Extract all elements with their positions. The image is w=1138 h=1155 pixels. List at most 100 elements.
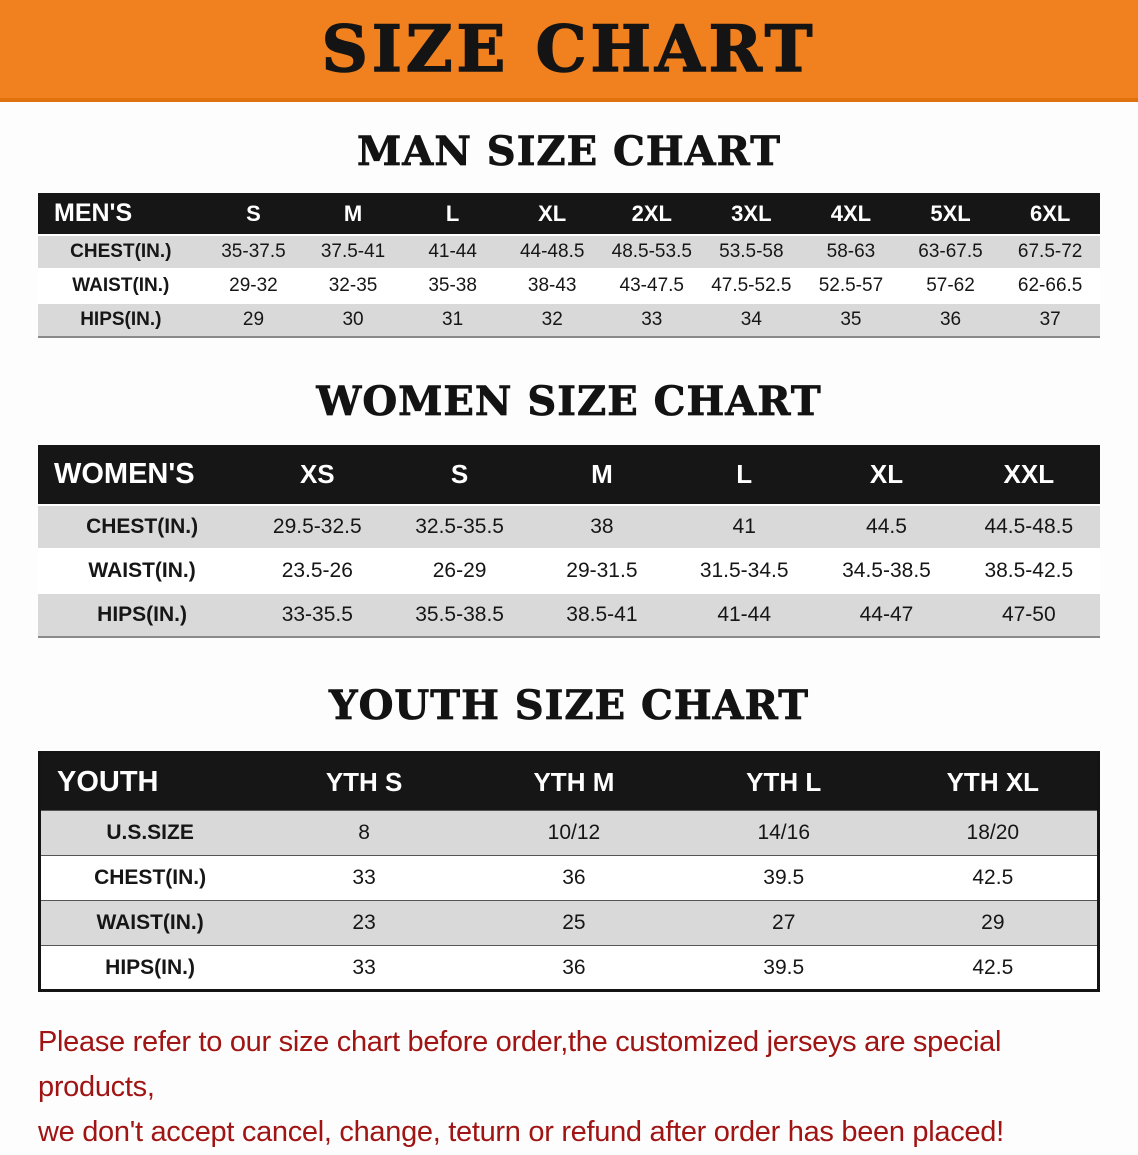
youth-size-chart-section: YOUTH SIZE CHART YOUTH YTH S YTH M YTH L YTH…: [0, 682, 1138, 992]
men-size-table: MEN'S S M L XL 2XL 3XL 4XL 5XL 6XL CHEST(IN.) 35-37…: [38, 193, 1100, 338]
row-label: WAIST(IN.): [72, 275, 170, 296]
size-value-cell: 44.5-48.5: [984, 515, 1074, 538]
size-value-cell: 53.5-58: [719, 241, 784, 262]
size-value-cell: 34.5-38.5: [842, 559, 931, 582]
size-value-cell: 36: [562, 955, 586, 979]
measurement-row: HIPS(IN.) 33-35.5 35.5-38.5 38.5-41 41-44 44-…: [38, 593, 1100, 637]
size-value-cell: 52.5-57: [818, 275, 884, 296]
size-value-cell: 39.5: [763, 866, 805, 889]
women-size-chart-section: WOMEN SIZE CHART WOMEN'S XS S M L XL XXL CHEST(…: [0, 378, 1138, 638]
row-label: WAIST(IN.): [88, 559, 196, 582]
measurement-row: HIPS(IN.) 29 30 31 32 33 34 35 36 37: [38, 303, 1100, 337]
table-title-cell: MEN'S: [38, 193, 204, 235]
size-value-cell: 10/12: [547, 821, 601, 844]
measurement-row: WAIST(IN.) 29-32 32-35 35-38 38-43 43-47.5 47.…: [38, 269, 1100, 303]
women-size-table: WOMEN'S XS S M L XL XXL CHEST(IN.) 29.5-32.5 32.5…: [38, 445, 1100, 638]
size-value-cell: 35-37.5: [221, 241, 286, 262]
measurement-row: CHEST(IN.) 29.5-32.5 32.5-35.5 38 41 44.5 44.5…: [38, 505, 1100, 549]
size-header-row: MEN'S S M L XL 2XL 3XL 4XL 5XL 6XL: [38, 193, 1100, 235]
size-value-cell: 35-38: [428, 275, 477, 296]
table-title-cell: YOUTH: [39, 752, 260, 811]
size-column-header: YTH XL: [888, 752, 1099, 811]
size-column-header: L: [673, 445, 816, 505]
size-value-cell: 31: [442, 309, 464, 330]
women-section-heading: WOMEN SIZE CHART: [316, 378, 822, 426]
size-value-cell: 39.5: [763, 955, 805, 979]
size-column-header: S: [203, 193, 304, 235]
size-header-row: WOMEN'S XS S M L XL XXL: [38, 445, 1100, 505]
men-section-heading: MAN SIZE CHART: [357, 128, 781, 176]
size-value-cell: 36: [939, 309, 962, 330]
size-value-cell: 37: [1039, 309, 1061, 330]
notice-line-2: we don't accept cancel, change, teturn o…: [38, 1115, 1004, 1148]
measurement-row: U.S.SIZE 8 10/12 14/16 18/20: [39, 810, 1099, 856]
size-value-cell: 67.5-72: [1017, 241, 1083, 262]
size-column-header: 5XL: [900, 193, 1001, 235]
size-column-header: 2XL: [601, 193, 702, 235]
size-value-cell: 41: [732, 515, 756, 538]
size-value-cell: 8: [358, 821, 370, 844]
youth-size-table: YOUTH YTH S YTH M YTH L YTH XL U.S.SIZE 8 10/12…: [38, 751, 1100, 992]
size-column-header: YTH L: [678, 752, 889, 811]
size-column-header: S: [388, 445, 531, 505]
row-label: WAIST(IN.): [96, 911, 204, 934]
size-column-header: XL: [502, 193, 602, 235]
table-title-cell: WOMEN'S: [38, 445, 247, 505]
size-value-cell: 14/16: [757, 821, 811, 844]
notice-line-1: Please refer to our size chart before or…: [38, 1026, 1002, 1103]
row-label: HIPS(IN.): [105, 955, 196, 979]
size-header-row: YOUTH YTH S YTH M YTH L YTH XL: [39, 752, 1099, 811]
size-value-cell: 44-47: [859, 603, 914, 626]
size-value-cell: 44-48.5: [519, 241, 585, 262]
size-value-cell: 63-67.5: [918, 241, 983, 262]
size-value-cell: 32: [541, 309, 563, 330]
banner: SIZE CHART: [0, 0, 1138, 102]
men-size-chart-section: MAN SIZE CHART MEN'S S M L XL 2XL 3XL 4XL 5XL 6XL…: [0, 128, 1138, 338]
size-column-header: XXL: [957, 445, 1100, 505]
size-value-cell: 29: [242, 309, 265, 330]
row-label: HIPS(IN.): [97, 603, 187, 626]
size-value-cell: 47-50: [1001, 603, 1056, 626]
row-label: CHEST(IN.): [94, 866, 207, 889]
size-value-cell: 58-63: [826, 241, 876, 262]
size-column-header: 4XL: [801, 193, 901, 235]
size-value-cell: 34: [740, 309, 762, 330]
size-value-cell: 35: [840, 309, 862, 330]
size-value-cell: 35.5-38.5: [415, 603, 504, 626]
size-value-cell: 62-66.5: [1017, 275, 1083, 296]
measurement-row: WAIST(IN.) 23.5-26 26-29 29-31.5 31.5-34.5 34…: [38, 549, 1100, 593]
size-value-cell: 38.5-42.5: [984, 559, 1074, 582]
size-column-header: XL: [815, 445, 958, 505]
size-column-header: XS: [246, 445, 389, 505]
youth-section-heading: YOUTH SIZE CHART: [329, 682, 809, 730]
page-title: SIZE CHART: [321, 11, 817, 88]
size-value-cell: 42.5: [972, 866, 1014, 889]
measurement-row: WAIST(IN.) 23 25 27 29: [39, 900, 1099, 946]
size-value-cell: 32-35: [328, 275, 378, 296]
size-value-cell: 38: [590, 515, 614, 538]
size-column-header: 6XL: [1000, 193, 1100, 235]
row-label: CHEST(IN.): [86, 515, 199, 538]
size-value-cell: 29.5-32.5: [272, 515, 362, 538]
size-column-header: YTH S: [259, 752, 470, 811]
size-value-cell: 29-32: [229, 275, 278, 296]
size-value-cell: 29-31.5: [566, 559, 638, 582]
size-value-cell: 41-44: [428, 241, 477, 262]
size-value-cell: 33: [352, 955, 376, 979]
size-value-cell: 23: [352, 911, 376, 934]
size-value-cell: 32.5-35.5: [415, 515, 504, 538]
size-value-cell: 41-44: [717, 603, 772, 626]
measurement-row: CHEST(IN.) 33 36 39.5 42.5: [39, 855, 1099, 901]
size-value-cell: 43-47.5: [619, 275, 684, 296]
size-value-cell: 36: [562, 866, 586, 889]
size-value-cell: 38-43: [527, 275, 577, 296]
size-value-cell: 23.5-26: [281, 559, 353, 582]
size-value-cell: 48.5-53.5: [611, 241, 692, 262]
size-value-cell: 33: [352, 866, 376, 889]
size-value-cell: 33: [641, 309, 663, 330]
size-value-cell: 33-35.5: [281, 603, 353, 626]
size-value-cell: 29: [981, 911, 1005, 934]
footer-notice: Please refer to our size chart before or…: [38, 1020, 1118, 1155]
size-column-header: M: [530, 445, 674, 505]
